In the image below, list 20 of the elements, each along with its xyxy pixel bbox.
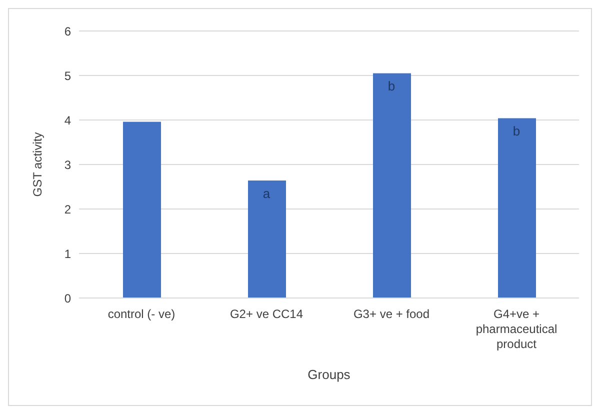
y-tick-label: 2: [64, 202, 72, 216]
x-tick-label: control (- ve): [108, 307, 176, 321]
y-axis-title: GST activity: [30, 132, 44, 197]
bar: [498, 118, 536, 298]
bar: [248, 180, 286, 298]
y-tick-label: 1: [64, 246, 72, 261]
y-tick-label: 3: [64, 158, 72, 172]
annotation: b: [512, 124, 520, 139]
x-tick-label: G3+ ve + food: [353, 307, 430, 321]
bar: [373, 73, 411, 298]
annotation: a: [262, 186, 271, 201]
x-axis-title: Groups: [308, 367, 351, 382]
y-tick-label: 5: [64, 68, 72, 83]
x-tick-label: G4+ve + pharmaceutical product: [476, 307, 558, 351]
y-tick-label: 0: [64, 291, 72, 306]
y-tick-label: 6: [64, 24, 72, 38]
x-tick-label: G2+ ve CC14: [230, 307, 304, 321]
y-tick-label: 4: [64, 113, 72, 128]
annotation: b: [388, 78, 396, 94]
bar: [123, 122, 161, 298]
